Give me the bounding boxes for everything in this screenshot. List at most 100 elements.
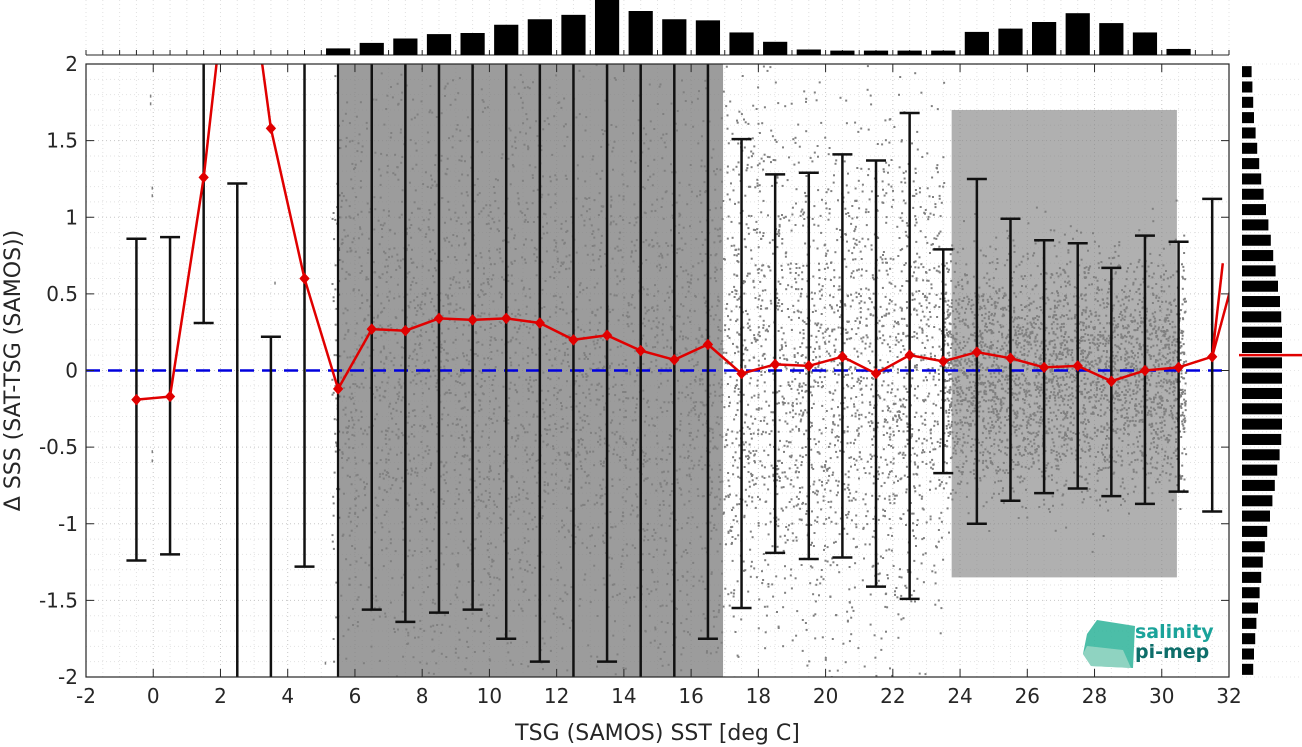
- scatter-point: [697, 429, 700, 432]
- scatter-point: [790, 318, 793, 321]
- scatter-point: [637, 561, 640, 564]
- scatter-point: [846, 532, 849, 535]
- scatter-point: [589, 450, 591, 453]
- scatter-point: [366, 202, 369, 205]
- scatter-point: [828, 669, 831, 672]
- scatter-point: [484, 489, 487, 492]
- scatter-point: [355, 322, 358, 325]
- scatter-point: [782, 606, 785, 609]
- scatter-point: [665, 363, 668, 366]
- scatter-point: [756, 178, 759, 181]
- scatter-point: [623, 440, 626, 443]
- scatter-point: [341, 242, 344, 244]
- scatter-point: [528, 512, 531, 515]
- scatter-point: [853, 442, 855, 445]
- scatter-point: [884, 139, 887, 142]
- scatter-point: [446, 359, 449, 362]
- scatter-point: [813, 532, 816, 534]
- scatter-point: [527, 355, 530, 358]
- scatter-point: [900, 140, 903, 143]
- scatter-point: [691, 392, 694, 394]
- scatter-point: [566, 422, 569, 425]
- scatter-point: [906, 509, 909, 512]
- scatter-point: [459, 139, 462, 142]
- scatter-point: [616, 653, 619, 656]
- scatter-point: [478, 512, 481, 515]
- scatter-point: [930, 105, 933, 108]
- scatter-point: [494, 375, 497, 377]
- scatter-point: [854, 498, 857, 501]
- scatter-point: [473, 505, 476, 508]
- scatter-point: [525, 305, 528, 308]
- scatter-point: [530, 385, 533, 388]
- scatter-point: [526, 492, 529, 495]
- scatter-point: [805, 97, 808, 100]
- scatter-point: [358, 344, 361, 347]
- scatter-point: [584, 573, 587, 576]
- scatter-point: [611, 431, 614, 434]
- scatter-point: [535, 400, 538, 403]
- scatter-point: [354, 547, 356, 550]
- scatter-point: [607, 308, 610, 311]
- scatter-point: [680, 669, 683, 672]
- scatter-point: [764, 289, 767, 292]
- scatter-point: [715, 253, 718, 256]
- scatter-point: [689, 633, 691, 636]
- scatter-point: [586, 475, 589, 478]
- scatter-point: [553, 387, 556, 389]
- scatter-point: [342, 431, 345, 434]
- scatter-point: [800, 292, 802, 295]
- scatter-point: [726, 335, 729, 338]
- scatter-point: [654, 531, 657, 534]
- scatter-point: [818, 277, 821, 279]
- scatter-point: [578, 284, 581, 287]
- scatter-point: [541, 506, 544, 509]
- scatter-point: [919, 206, 922, 208]
- scatter-point: [860, 300, 863, 303]
- scatter-point: [655, 434, 658, 437]
- scatter-point: [380, 72, 383, 75]
- scatter-point: [407, 435, 410, 438]
- scatter-point: [787, 402, 790, 405]
- scatter-point: [804, 446, 807, 448]
- scatter-point: [836, 564, 839, 567]
- scatter-point: [345, 558, 348, 561]
- scatter-point: [667, 470, 670, 473]
- scatter-point: [647, 319, 650, 322]
- scatter-point: [552, 447, 555, 450]
- scatter-point: [832, 370, 835, 373]
- scatter-point: [817, 385, 820, 388]
- scatter-point: [596, 342, 599, 345]
- scatter-point: [775, 140, 778, 143]
- scatter-point: [427, 226, 430, 229]
- scatter-point: [714, 254, 717, 257]
- scatter-point: [732, 519, 735, 522]
- scatter-point: [637, 366, 640, 369]
- scatter-point: [412, 331, 415, 333]
- scatter-point: [513, 86, 516, 89]
- scatter-point: [735, 320, 738, 323]
- scatter-point: [698, 90, 700, 93]
- scatter-point: [543, 120, 546, 123]
- scatter-point: [583, 354, 586, 356]
- scatter-point: [716, 416, 719, 419]
- scatter-point: [919, 230, 922, 233]
- scatter-point: [785, 251, 788, 254]
- scatter-point: [777, 627, 780, 629]
- scatter-point: [412, 321, 415, 324]
- scatter-point: [413, 299, 416, 302]
- scatter-point: [476, 193, 479, 196]
- scatter-point: [693, 464, 696, 467]
- scatter-point: [779, 385, 782, 387]
- scatter-point: [655, 489, 658, 492]
- scatter-point: [368, 426, 371, 429]
- scatter-point: [871, 535, 874, 538]
- scatter-point: [686, 203, 689, 206]
- scatter-point: [624, 409, 627, 412]
- scatter-point: [517, 327, 520, 330]
- scatter-point: [615, 223, 618, 226]
- scatter-point: [590, 534, 593, 537]
- scatter-point: [417, 207, 419, 210]
- scatter-point: [644, 630, 647, 633]
- scatter-point: [601, 169, 604, 172]
